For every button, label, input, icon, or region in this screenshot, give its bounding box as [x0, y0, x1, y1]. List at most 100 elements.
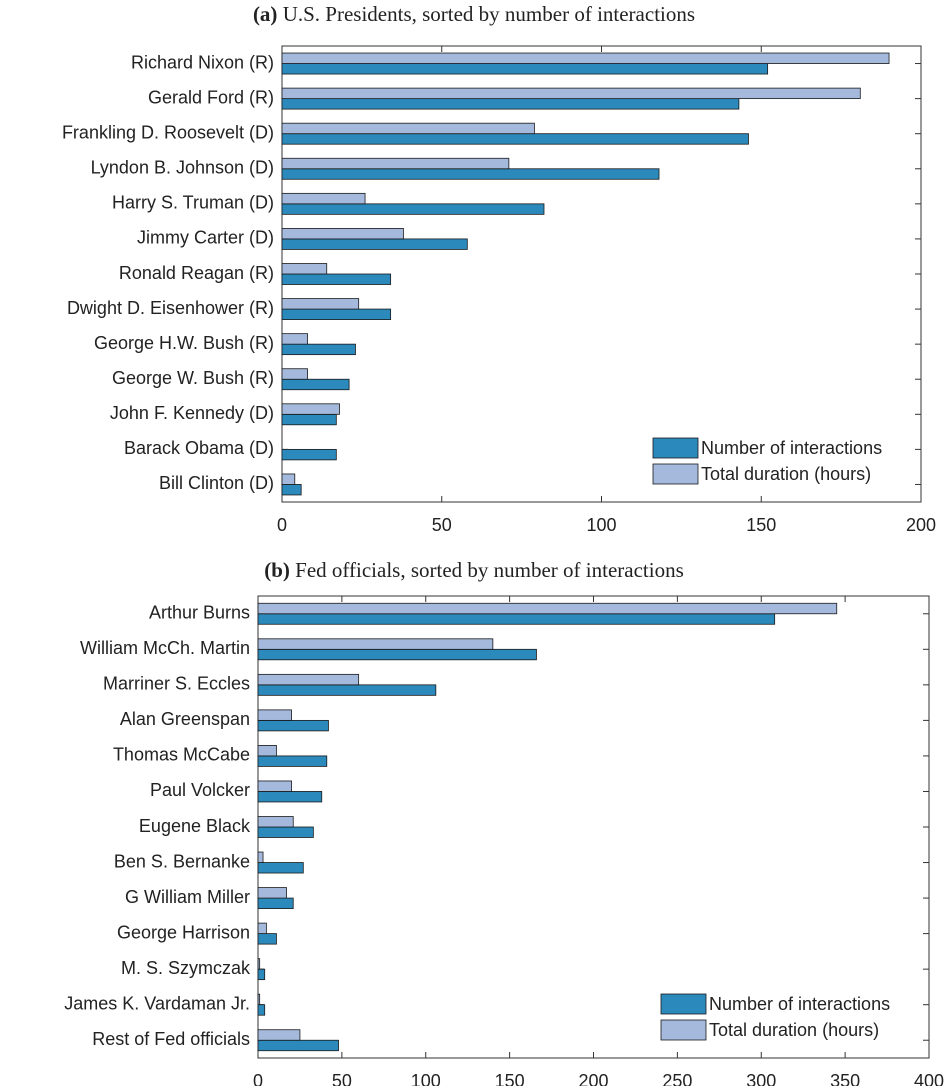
bar [257, 648, 537, 661]
bar [257, 826, 314, 838]
bar [257, 613, 776, 625]
bar [257, 968, 266, 981]
bar [257, 993, 261, 1006]
y-tick-label: Gerald Ford (R) [148, 87, 274, 107]
x-tick-label: 150 [746, 515, 776, 535]
bar [257, 862, 304, 874]
bar [281, 473, 296, 485]
bar [257, 638, 494, 650]
x-tick-label: 400 [914, 1071, 944, 1086]
bar [257, 719, 329, 732]
y-tick-label: John F. Kennedy (D) [110, 403, 274, 423]
bar [281, 192, 366, 205]
bar [281, 228, 404, 240]
bar [257, 897, 294, 909]
y-tick-label: Rest of Fed officials [92, 1029, 250, 1049]
legend-label: Number of interactions [701, 438, 882, 458]
bar [281, 378, 350, 391]
bar [257, 816, 294, 828]
bar [281, 133, 749, 145]
bar [281, 63, 769, 75]
y-tick-label: Paul Volcker [150, 780, 250, 800]
bar [281, 263, 328, 275]
y-tick-label: Lyndon B. Johnson (D) [91, 158, 274, 178]
title-text: U.S. Presidents, sorted by number of int… [283, 2, 695, 26]
y-tick-label: Ben S. Bernanke [114, 851, 250, 871]
x-tick-label: 50 [332, 1071, 352, 1086]
bar [257, 684, 437, 696]
bar [281, 203, 545, 215]
bar [257, 1029, 301, 1041]
x-tick-label: 150 [495, 1071, 525, 1086]
y-tick-label: Arthur Burns [149, 603, 250, 623]
y-tick-label: Barack Obama (D) [124, 438, 274, 458]
legend-swatch [660, 1019, 707, 1041]
legend-swatch [652, 437, 699, 459]
bar [281, 273, 392, 285]
bar [257, 851, 264, 863]
bar [257, 745, 277, 757]
y-tick-label: George H.W. Bush (R) [94, 333, 274, 353]
bar [281, 448, 337, 461]
y-tick-label: Jimmy Carter (D) [137, 228, 274, 248]
x-tick-label: 250 [662, 1071, 692, 1086]
y-tick-label: William McCh. Martin [80, 638, 250, 658]
legend-label: Total duration (hours) [709, 1020, 879, 1040]
bar [257, 958, 261, 970]
y-tick-label: Marriner S. Eccles [103, 674, 250, 694]
bar [281, 403, 340, 415]
bar [281, 484, 302, 496]
bar [257, 755, 328, 767]
legend-label: Number of interactions [709, 994, 890, 1014]
x-tick-label: 200 [578, 1071, 608, 1086]
bar [257, 1039, 339, 1052]
plot-frame [257, 595, 930, 1059]
panel-label: (b) [264, 558, 290, 582]
x-tick-label: 100 [586, 515, 616, 535]
y-tick-label: George Harrison [117, 922, 250, 942]
bar [281, 168, 660, 180]
bar [281, 368, 308, 380]
bar [257, 922, 267, 935]
title-text: Fed officials, sorted by number of inter… [295, 558, 684, 582]
y-tick-label: Frankling D. Roosevelt (D) [62, 122, 274, 142]
x-tick-label: 200 [906, 515, 936, 535]
bar [281, 87, 861, 100]
bar [257, 791, 323, 803]
bar [281, 298, 360, 310]
x-tick-label: 350 [830, 1071, 860, 1086]
panel-title: (a) U.S. Presidents, sorted by number of… [253, 2, 695, 26]
y-tick-label: Bill Clinton (D) [159, 473, 274, 493]
bar [257, 1004, 266, 1016]
panel-title: (b) Fed officials, sorted by number of i… [264, 558, 684, 582]
bar [281, 238, 468, 250]
y-tick-label: Richard Nixon (R) [131, 52, 274, 72]
y-tick-label: Ronald Reagan (R) [119, 263, 274, 283]
bar [257, 780, 292, 792]
y-tick-label: Alan Greenspan [120, 709, 250, 729]
bar [257, 602, 838, 615]
bar [281, 413, 337, 426]
bar [281, 157, 510, 170]
bar [281, 52, 890, 64]
y-tick-label: M. S. Szymczak [121, 958, 251, 978]
bar [281, 122, 535, 135]
bar [281, 333, 308, 345]
y-tick-label: George W. Bush (R) [112, 368, 274, 388]
bar [257, 673, 360, 686]
panel-label: (a) [253, 2, 278, 26]
bar [257, 709, 292, 721]
x-tick-label: 100 [411, 1071, 441, 1086]
y-tick-label: Eugene Black [139, 816, 251, 836]
legend-swatch [660, 993, 707, 1015]
x-tick-label: 50 [432, 515, 452, 535]
x-tick-label: 300 [746, 1071, 776, 1086]
y-tick-label: G William Miller [125, 887, 250, 907]
bar [281, 308, 392, 320]
y-tick-label: James K. Vardaman Jr. [64, 993, 250, 1013]
bar [281, 343, 356, 356]
y-tick-label: Harry S. Truman (D) [112, 193, 274, 213]
y-tick-label: Thomas McCabe [113, 745, 250, 765]
